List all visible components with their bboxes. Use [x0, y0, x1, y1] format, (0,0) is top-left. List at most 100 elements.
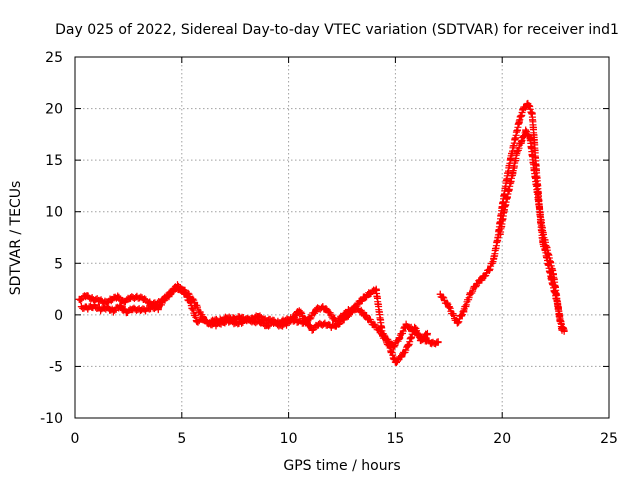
data-point — [385, 342, 393, 350]
data-point — [75, 295, 83, 303]
data-point — [535, 197, 543, 205]
data-point — [270, 319, 278, 327]
data-point — [180, 288, 188, 296]
data-point — [404, 342, 412, 350]
data-point — [402, 321, 410, 329]
data-point — [520, 105, 528, 113]
data-point — [94, 296, 102, 304]
data-point — [321, 319, 329, 327]
data-point — [257, 319, 265, 327]
y-tick-label: 15 — [45, 153, 63, 169]
data-point — [334, 320, 342, 328]
data-point — [231, 319, 239, 327]
y-tick-label: -10 — [40, 411, 63, 427]
series-track-d — [496, 126, 568, 335]
data-point — [428, 340, 436, 348]
data-point — [479, 274, 487, 282]
data-point — [235, 313, 243, 321]
data-point — [103, 304, 111, 312]
data-point — [319, 303, 327, 311]
data-point — [364, 314, 372, 322]
data-point — [445, 303, 453, 311]
data-point — [417, 337, 425, 345]
data-point — [396, 334, 404, 342]
data-point — [167, 288, 175, 296]
data-point — [282, 320, 290, 328]
data-point — [530, 166, 538, 174]
data-point — [107, 295, 115, 303]
data-point — [141, 307, 149, 315]
data-point — [289, 314, 297, 322]
data-point — [509, 169, 517, 177]
grid-lines — [75, 57, 609, 418]
x-tick-label: 5 — [177, 431, 186, 447]
data-point — [366, 289, 374, 297]
data-point — [340, 315, 348, 323]
data-point — [261, 315, 269, 323]
data-point — [353, 301, 361, 309]
data-point — [411, 323, 419, 331]
data-point — [513, 148, 521, 156]
y-tick-label: 5 — [54, 256, 63, 272]
plot-frame — [74, 56, 610, 419]
data-point — [423, 329, 431, 337]
data-point — [522, 127, 530, 135]
x-tick-label: 0 — [71, 431, 80, 447]
data-point — [161, 294, 169, 302]
data-point — [293, 317, 301, 325]
x-tick-labels: 0 5 10 15 20 25 — [71, 431, 618, 447]
data-point — [453, 319, 461, 327]
data-point — [312, 306, 320, 314]
data-point — [526, 133, 534, 141]
data-point — [127, 294, 135, 302]
data-point — [524, 99, 532, 107]
data-point — [114, 293, 122, 301]
data-point — [146, 298, 154, 306]
data-point — [82, 292, 90, 300]
x-axis-label: GPS time / hours — [283, 458, 400, 474]
data-point — [116, 303, 124, 311]
data-point — [90, 302, 98, 310]
data-point — [347, 309, 355, 317]
data-point — [490, 255, 498, 263]
data-point — [238, 318, 246, 326]
data-point — [560, 327, 568, 335]
data-point — [539, 228, 547, 236]
data-point — [206, 319, 214, 327]
y-tick-label: 25 — [45, 50, 63, 66]
data-point — [511, 136, 519, 144]
data-point — [302, 317, 310, 325]
data-point — [466, 290, 474, 298]
data-point — [325, 309, 333, 317]
data-point — [370, 321, 378, 329]
data-point — [359, 294, 367, 302]
data-point — [244, 316, 252, 324]
data-point — [379, 331, 387, 339]
data-point — [109, 307, 117, 315]
data-point — [391, 358, 399, 366]
data-point — [250, 317, 258, 325]
series-track-b — [77, 281, 431, 366]
data-point — [500, 206, 508, 214]
data-point — [473, 280, 481, 288]
data-point — [315, 321, 323, 329]
chart-title: Day 025 of 2022, Sidereal Day-to-day VTE… — [55, 22, 619, 38]
y-tick-labels: -10 -5 0 5 10 15 20 25 — [40, 50, 63, 427]
y-axis-label: SDTVAR / TECUs — [8, 181, 24, 296]
data-point — [505, 187, 513, 195]
x-tick-label: 25 — [600, 431, 618, 447]
x-tick-label: 15 — [386, 431, 404, 447]
data-point — [327, 323, 335, 331]
data-marks — [75, 99, 568, 366]
data-point — [389, 343, 397, 351]
data-point — [436, 290, 444, 298]
data-point — [193, 317, 201, 325]
x-tick-label: 20 — [493, 431, 511, 447]
y-tick-label: 20 — [45, 102, 63, 118]
data-point — [199, 316, 207, 324]
data-point — [135, 305, 143, 313]
data-point — [225, 317, 233, 325]
data-point — [97, 306, 105, 314]
y-tick-label: 0 — [54, 308, 63, 324]
